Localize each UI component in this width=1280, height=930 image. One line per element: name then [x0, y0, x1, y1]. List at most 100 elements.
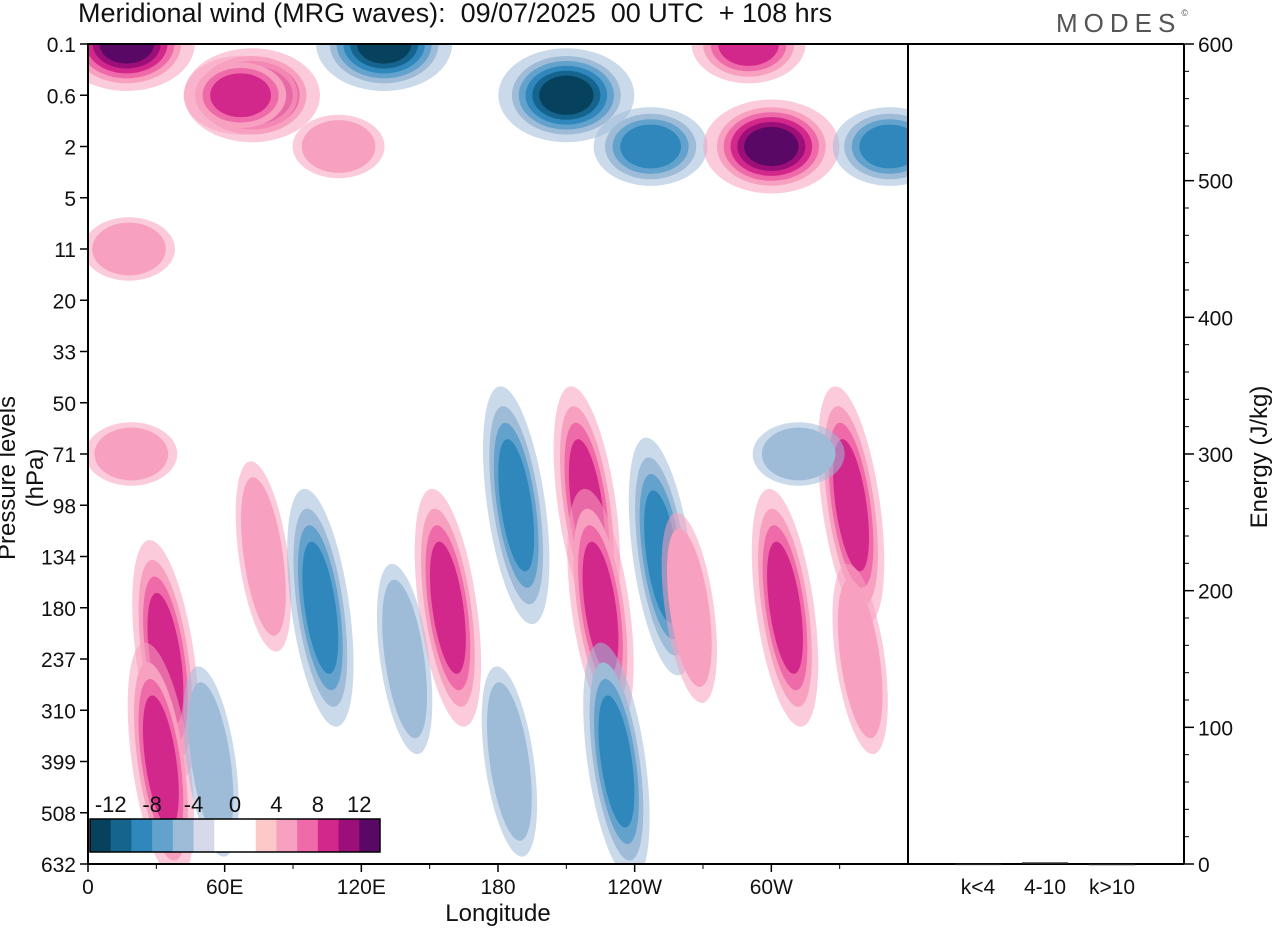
- contour-feature: [583, 642, 650, 864]
- energy-tick-label: 600: [1198, 34, 1233, 57]
- contour-feature: [832, 107, 908, 186]
- y-axis-label: Pressure levels (hPa): [0, 395, 49, 561]
- colorbar-swatch: [193, 819, 215, 852]
- energy-category-label: k>10: [1089, 876, 1135, 899]
- energy-bar: [1022, 862, 1068, 864]
- colorbar-label: 0: [229, 792, 241, 817]
- colorbar-swatch: [235, 819, 257, 852]
- contour-feature: [593, 107, 708, 186]
- y-tick-label: 98: [53, 495, 76, 518]
- contour-blob: [188, 682, 234, 841]
- energy-tick-label: 0: [1198, 854, 1210, 877]
- contour-blob: [859, 124, 908, 169]
- contour-feature: [292, 114, 385, 179]
- colorbar-label: 4: [270, 792, 282, 817]
- contour-blob: [620, 124, 682, 169]
- colorbar-swatch: [338, 819, 360, 852]
- energy-category-label: 4-10: [1024, 876, 1066, 899]
- contour-blob: [241, 477, 286, 636]
- y-tick-label: 0.6: [47, 85, 76, 108]
- y-tick-label: 5: [64, 188, 76, 211]
- contour-feature: [376, 563, 433, 755]
- contour-blob: [142, 695, 179, 828]
- energy-axis-label: Energy (J/kg): [1246, 385, 1273, 529]
- contour-feature: [316, 44, 453, 91]
- contour-feature: [498, 48, 635, 143]
- modes-logo: MODES©: [1056, 8, 1188, 39]
- colorbar-label: -8: [142, 792, 162, 817]
- y-tick-label: 33: [53, 342, 76, 365]
- contour-feature: [483, 386, 550, 625]
- colorbar-swatch: [276, 819, 298, 852]
- energy-tick-label: 400: [1198, 307, 1233, 330]
- colorbar-swatch: [214, 819, 236, 852]
- energy-bar: [1089, 863, 1135, 866]
- colorbar-swatch: [152, 819, 174, 852]
- contour-feature: [691, 44, 806, 84]
- contour-feature: [88, 44, 195, 91]
- energy-tick-label: 300: [1198, 444, 1233, 467]
- y-tick-label: 134: [41, 547, 76, 570]
- contour-blob: [487, 682, 532, 841]
- y-tick-label: 310: [41, 700, 76, 723]
- y-tick-label: 632: [41, 854, 76, 877]
- contour-blob: [837, 579, 883, 739]
- colorbar-label: 12: [347, 792, 371, 817]
- colorbar-label: -12: [95, 792, 127, 817]
- y-tick-label: 11: [54, 239, 76, 262]
- contour-feature: [661, 512, 718, 703]
- x-tick-label: 0: [82, 876, 94, 899]
- contour-blob: [718, 44, 779, 66]
- y-tick-label: 399: [41, 752, 76, 775]
- contour-blob: [539, 75, 594, 115]
- x-axis-label: Longitude: [445, 900, 551, 927]
- y-tick-label: 508: [41, 803, 76, 826]
- y-tick-label: 20: [53, 290, 76, 313]
- chart-title: Meridional wind (MRG waves): 09/07/2025 …: [78, 0, 833, 28]
- colorbar-swatch: [110, 819, 132, 852]
- colorbar-label: 8: [312, 792, 324, 817]
- colorbar-swatch: [131, 819, 153, 852]
- colorbar-swatch: [255, 819, 277, 852]
- x-tick-label: 120W: [607, 876, 662, 899]
- contour-blob: [666, 528, 712, 688]
- contour-feature: [703, 99, 840, 194]
- contour-field: [88, 44, 908, 864]
- contour-blob: [210, 73, 272, 118]
- energy-tick-label: 500: [1198, 171, 1233, 194]
- energy-bar: [955, 863, 1001, 866]
- contour-feature: [88, 217, 175, 281]
- colorbar-swatch: [359, 819, 381, 852]
- contour-feature: [414, 488, 482, 727]
- energy-category-label: k<4: [961, 876, 996, 899]
- energy-tick-label: 100: [1198, 717, 1233, 740]
- energy-tick-label: 200: [1198, 581, 1233, 604]
- contour-blob: [498, 439, 535, 572]
- contour-blob: [382, 579, 427, 739]
- x-tick-label: 120E: [337, 876, 386, 899]
- colorbar-label: -4: [184, 792, 204, 817]
- contour-feature: [183, 55, 298, 135]
- contour-blob: [302, 541, 339, 674]
- contour-blob: [833, 439, 869, 572]
- contour-blob: [582, 541, 619, 674]
- contour-blob: [767, 541, 803, 674]
- contour-feature: [481, 666, 538, 857]
- colorbar-frame: [89, 818, 381, 853]
- y-tick-label: 50: [53, 393, 76, 416]
- colorbar-swatch: [317, 819, 340, 852]
- contour-blob: [598, 695, 635, 828]
- contour-blob: [429, 541, 466, 674]
- contour-feature: [287, 488, 354, 727]
- contour-feature: [235, 461, 292, 652]
- contour-blob: [761, 427, 836, 481]
- contour-feature: [183, 666, 239, 857]
- colorbar-swatch: [297, 819, 319, 852]
- contour-feature: [751, 488, 819, 727]
- contour-blob: [92, 222, 166, 276]
- contour-blob: [301, 120, 376, 173]
- colorbar-swatch: [90, 819, 112, 852]
- x-tick-label: 60W: [750, 876, 793, 899]
- x-tick-label: 60E: [206, 876, 243, 899]
